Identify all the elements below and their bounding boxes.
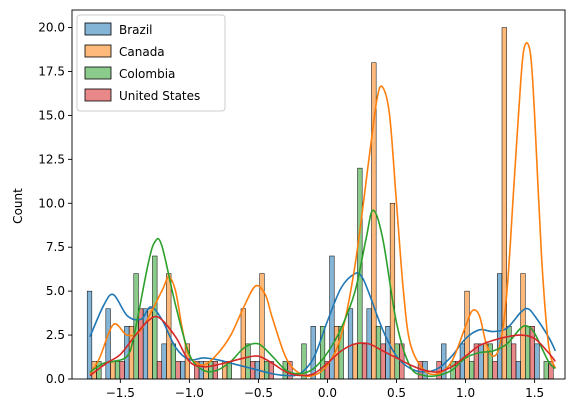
y-tick-label: 20.0 <box>38 21 65 35</box>
bar-brazil <box>497 273 503 380</box>
bar-colombia <box>114 361 121 380</box>
bar-brazil <box>515 361 521 380</box>
legend: Brazil Canada Colombia United States <box>76 14 226 112</box>
kde-layer <box>89 42 557 378</box>
x-tick-label: 1.5 <box>525 386 544 400</box>
x-tick-label: 1.0 <box>456 386 475 400</box>
bar-united-states <box>156 361 163 380</box>
legend-label: Colombia <box>119 67 175 81</box>
bar-colombia <box>264 361 270 380</box>
legend-label: Canada <box>119 45 165 59</box>
bar-canada <box>240 308 246 380</box>
bar-brazil <box>478 343 484 380</box>
legend-swatch <box>84 88 112 102</box>
bar-colombia <box>394 343 400 380</box>
legend-box <box>76 14 226 112</box>
y-axis-label: Count <box>11 188 25 224</box>
bar-brazil <box>105 308 111 380</box>
bar-brazil <box>161 343 167 380</box>
legend-swatch <box>84 44 112 58</box>
y-tick-label: 0.0 <box>46 372 65 386</box>
axes-layer: −1.5 −1.0 −0.5 0.0 0.5 1.0 1.5 0.0 2.5 5.0 7.5 10.0… <box>38 9 566 400</box>
y-tick-label: 15.0 <box>38 108 65 122</box>
y-tick-label: 10.0 <box>38 196 65 210</box>
bar-united-states <box>175 361 181 380</box>
bar-united-states <box>361 343 368 380</box>
kde-line-united-states <box>89 315 556 377</box>
bar-colombia <box>245 343 251 380</box>
x-tick-label: −0.5 <box>244 386 273 400</box>
bar-canada <box>483 343 489 380</box>
bar-colombia <box>469 361 475 380</box>
bar-united-states <box>380 343 386 380</box>
x-tick-label: 0.5 <box>387 386 406 400</box>
legend-label: United States <box>119 89 200 103</box>
bar-colombia <box>543 361 549 380</box>
bar-colombia <box>170 343 176 380</box>
plot-frame <box>71 9 566 380</box>
y-tick-label: 5.0 <box>46 284 65 298</box>
x-tick-label: 0.0 <box>318 386 337 400</box>
kde-line-colombia <box>89 209 556 378</box>
bar-brazil <box>347 308 354 380</box>
bar-united-states <box>250 361 256 380</box>
bar-colombia <box>506 326 512 380</box>
y-tick-label: 17.5 <box>38 65 65 79</box>
x-tick-label: −1.5 <box>106 386 135 400</box>
bar-colombia <box>208 361 214 380</box>
y-tick-label: 2.5 <box>46 328 65 342</box>
y-tick-label: 7.5 <box>46 240 65 254</box>
bar-united-states <box>492 361 498 380</box>
bar-united-states <box>511 343 517 380</box>
legend-label: Brazil <box>119 23 153 37</box>
bar-brazil <box>180 361 186 380</box>
bar-united-states <box>119 361 125 380</box>
bar-colombia <box>525 326 531 380</box>
bar-united-states <box>529 326 535 380</box>
bar-canada <box>352 343 358 380</box>
legend-swatch <box>84 22 112 36</box>
legend-swatch <box>84 66 112 80</box>
x-tick-label: −1.0 <box>175 386 204 400</box>
y-tick-label: 12.5 <box>38 152 65 166</box>
bar-brazil <box>310 326 316 380</box>
bar-brazil <box>534 343 540 380</box>
bar-colombia <box>375 326 382 380</box>
bars-layer <box>86 27 554 380</box>
bar-canada <box>110 361 116 380</box>
